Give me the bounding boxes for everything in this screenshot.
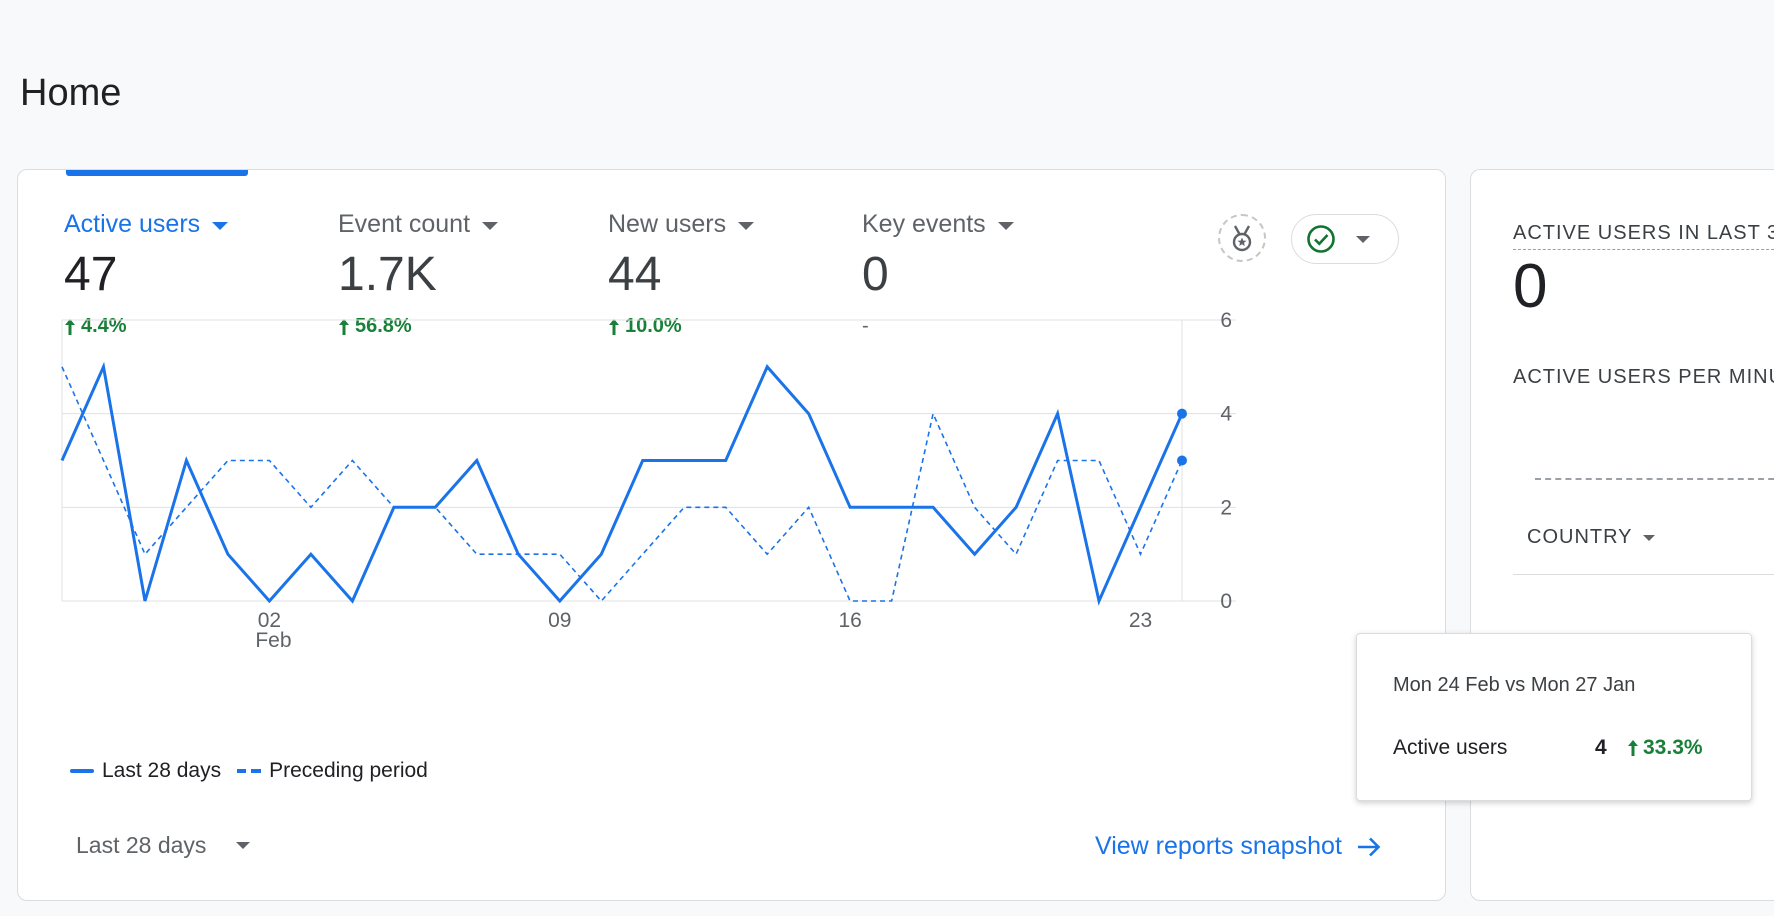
per-minute-empty-chart: [1535, 478, 1774, 480]
metric-label: Event count: [338, 210, 471, 238]
y-tick-label: 4: [1220, 403, 1232, 426]
arrow-right-icon: [1357, 837, 1381, 856]
realtime-title[interactable]: ACTIVE USERS IN LAST 3: [1513, 222, 1774, 250]
legend-item-previous: Preceding period: [237, 759, 428, 783]
chevron-down-icon: [738, 221, 755, 230]
metric-value: 1.7K: [338, 248, 437, 301]
view-link-label: View reports snapshot: [1095, 832, 1342, 860]
chevron-down-icon: [997, 221, 1014, 230]
arrow-up-icon: [339, 318, 349, 335]
metric-value: 44: [608, 248, 662, 301]
x-tick-sublabel: Feb: [255, 629, 291, 652]
y-tick-label: 0: [1220, 590, 1232, 613]
highlight-point: [1177, 455, 1187, 466]
legend-label: Preceding period: [269, 759, 428, 782]
metric-label: Active users: [64, 210, 201, 238]
arrow-up-icon: [609, 318, 619, 335]
metric-tab-key-events[interactable]: Key events 0 -: [862, 210, 1014, 338]
chevron-down-icon: [1356, 235, 1370, 243]
tooltip-value: 4: [1595, 736, 1607, 759]
x-tick-label: 09: [548, 609, 571, 632]
y-tick-label: 6: [1220, 309, 1232, 332]
legend-item-current: Last 28 days: [70, 759, 221, 783]
metric-tab-active-users[interactable]: Active users 47 4.4%: [64, 210, 229, 338]
country-dimension-dropdown[interactable]: COUNTRY: [1527, 526, 1655, 549]
country-label: COUNTRY: [1527, 526, 1633, 548]
medal-icon: [1232, 225, 1252, 252]
chart-tooltip: Mon 24 Feb vs Mon 27 Jan Active users 4 …: [1356, 633, 1752, 801]
view-reports-snapshot-link[interactable]: View reports snapshot: [1095, 832, 1382, 861]
divider: [1513, 574, 1774, 575]
metric-value: 47: [64, 248, 118, 301]
series-line-last-28-days: [60, 361, 1184, 606]
arrow-up-icon: [1628, 740, 1638, 756]
metric-label-dropdown[interactable]: Event count: [338, 210, 499, 239]
tooltip-change: 33.3%: [1627, 736, 1703, 760]
overview-card: Active users 47 4.4% Event count 1.7K 56…: [17, 169, 1446, 901]
chevron-down-icon: [212, 221, 229, 230]
tooltip-metric-label: Active users: [1393, 736, 1508, 759]
metric-label: New users: [608, 210, 727, 238]
metric-value: 0: [862, 248, 889, 301]
insights-button[interactable]: [1218, 214, 1266, 262]
metric-change: -: [862, 315, 1014, 338]
series-line-preceding-period: [61, 366, 1183, 603]
realtime-value: 0: [1513, 252, 1548, 321]
chevron-down-icon: [236, 842, 251, 849]
dashed-line-swatch: [237, 769, 262, 773]
date-range-label: Last 28 days: [76, 832, 207, 858]
chevron-down-icon: [1642, 534, 1655, 541]
data-quality-status-button[interactable]: [1291, 214, 1399, 264]
chart-legend: Last 28 days Preceding period: [70, 759, 444, 783]
arrow-up-icon: [65, 318, 75, 335]
tooltip-change-value: 33.3%: [1643, 736, 1703, 759]
metric-label-dropdown[interactable]: Active users: [64, 210, 229, 239]
metric-label-dropdown[interactable]: New users: [608, 210, 755, 239]
metric-label: Key events: [862, 210, 986, 238]
per-minute-label: ACTIVE USERS PER MINU: [1513, 366, 1774, 388]
x-tick-label: 16: [838, 609, 861, 632]
metric-label-dropdown[interactable]: Key events: [862, 210, 1014, 239]
check-circle-icon: [1307, 225, 1335, 253]
tooltip-date: Mon 24 Feb vs Mon 27 Jan: [1393, 674, 1636, 696]
chevron-down-icon: [482, 221, 499, 230]
y-tick-label: 2: [1220, 496, 1232, 519]
page-title: Home: [20, 72, 122, 114]
x-tick-label: 23: [1129, 609, 1152, 632]
x-tick-label: 02: [258, 609, 281, 632]
highlight-point: [1177, 408, 1187, 419]
active-tab-indicator: [66, 170, 248, 176]
solid-line-swatch: [70, 769, 94, 773]
metric-change-value: -: [862, 315, 869, 337]
legend-label: Last 28 days: [102, 759, 222, 782]
date-range-dropdown[interactable]: Last 28 days: [76, 832, 251, 859]
